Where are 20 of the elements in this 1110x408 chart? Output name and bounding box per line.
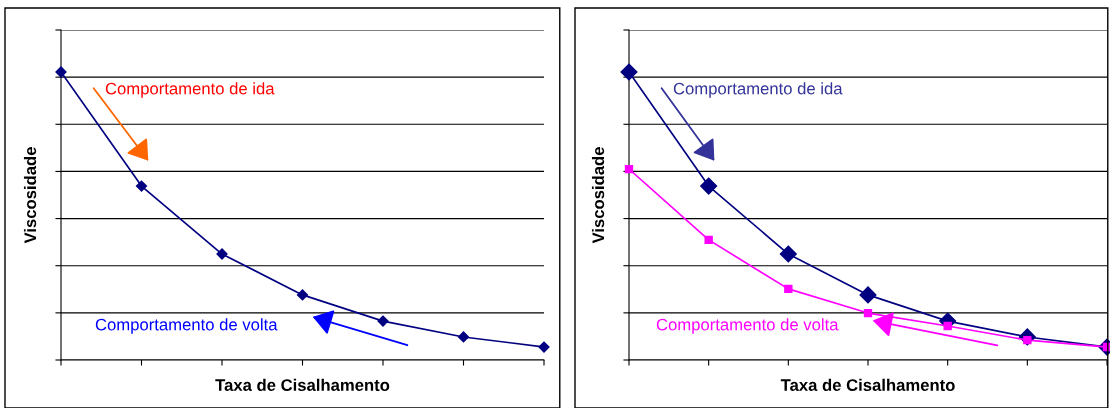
annotation: Comportamento de volta <box>95 318 278 334</box>
point <box>784 284 793 294</box>
x-axis-title: Taxa de Cisalhamento <box>780 378 955 391</box>
point <box>700 177 718 195</box>
y-axis-title: Viscosidade <box>23 147 37 244</box>
point <box>863 308 873 318</box>
point <box>704 235 713 245</box>
annotation: Comportamento de ida <box>673 82 843 98</box>
annotation: Comportamento de ida <box>105 82 275 98</box>
point <box>135 180 148 192</box>
y-axis-title: Viscosidade <box>591 147 605 244</box>
point <box>296 289 309 301</box>
point <box>859 286 877 304</box>
point <box>457 331 470 343</box>
point <box>377 315 389 327</box>
point <box>620 63 638 81</box>
annotation: Comportamento de volta <box>656 318 839 334</box>
x-axis-title: Taxa de Cisalhamento <box>215 378 390 391</box>
point <box>779 245 797 263</box>
point <box>943 321 952 331</box>
